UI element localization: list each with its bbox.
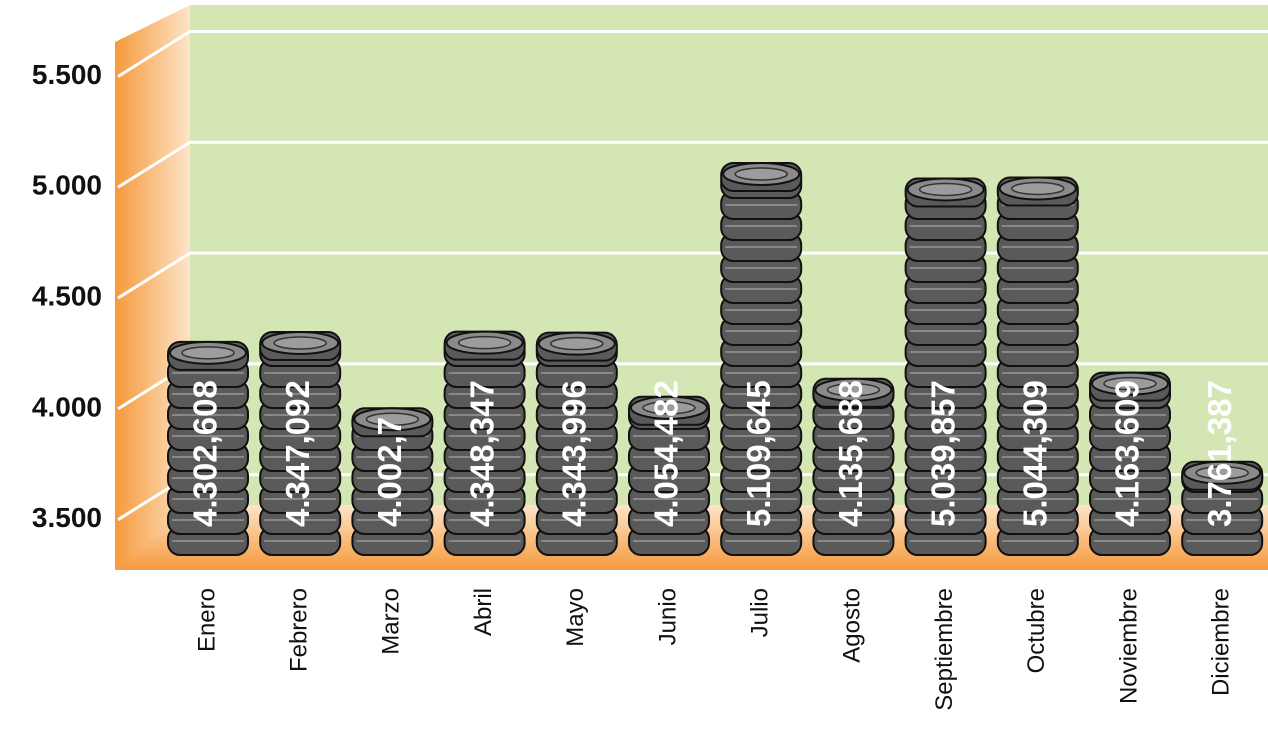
grid-line bbox=[117, 140, 1268, 189]
value-label: 5.039,857 bbox=[924, 380, 961, 527]
value-label: 4.302,608 bbox=[187, 380, 224, 527]
x-tick-label: Octubre bbox=[1023, 588, 1050, 673]
tire-hole bbox=[1103, 376, 1157, 391]
y-tick-label: 3.500 bbox=[32, 502, 102, 533]
bar bbox=[351, 407, 434, 556]
grid-line bbox=[117, 29, 1268, 78]
x-tick-label: Marzo bbox=[378, 588, 405, 655]
x-tick-label: Junio bbox=[654, 588, 681, 645]
bar bbox=[535, 331, 618, 556]
bar bbox=[1181, 460, 1264, 556]
tire-hole bbox=[1195, 466, 1249, 480]
bar bbox=[996, 176, 1079, 556]
value-label: 5.109,645 bbox=[740, 380, 777, 527]
x-tick-label: Febrero bbox=[286, 588, 313, 672]
value-label: 3.761,387 bbox=[1201, 380, 1238, 527]
y-tick-label: 5.000 bbox=[32, 170, 102, 201]
tire-hole bbox=[273, 336, 327, 350]
bar bbox=[904, 177, 987, 556]
tire-hole bbox=[550, 336, 604, 351]
tire-hole bbox=[642, 401, 696, 415]
x-tick-label: Mayo bbox=[562, 588, 589, 647]
tire-hole bbox=[918, 182, 973, 197]
value-label: 4.348,347 bbox=[463, 380, 500, 527]
y-tick-label: 4.500 bbox=[32, 280, 102, 311]
value-label: 4.343,996 bbox=[556, 380, 593, 527]
y-tick-label: 4.000 bbox=[32, 391, 102, 422]
x-tick-label: Abril bbox=[470, 588, 497, 636]
y-tick-label: 5.500 bbox=[32, 59, 102, 90]
tire-hole bbox=[181, 346, 235, 360]
tire-hole bbox=[1011, 181, 1065, 196]
value-label: 4.002,7 bbox=[371, 417, 408, 527]
value-label: 4.135,688 bbox=[832, 380, 869, 527]
bar bbox=[259, 330, 342, 556]
tire-hole bbox=[365, 412, 420, 427]
x-tick-label: Julio bbox=[747, 588, 774, 637]
bar bbox=[628, 395, 710, 556]
value-label: 4.054,482 bbox=[648, 380, 685, 527]
x-tick-label: Septiembre bbox=[931, 588, 958, 711]
bar bbox=[1089, 371, 1171, 556]
x-tick-label: Agosto bbox=[839, 588, 866, 663]
x-tick-label: Noviembre bbox=[1115, 588, 1142, 704]
value-label: 4.347,092 bbox=[279, 380, 316, 527]
tire-hole bbox=[734, 167, 788, 181]
bar bbox=[720, 161, 803, 556]
bar bbox=[812, 377, 895, 556]
bar bbox=[443, 330, 526, 556]
x-tick-label: Enero bbox=[193, 588, 220, 652]
x-tick-label: Diciembre bbox=[1208, 588, 1235, 696]
tire-hole bbox=[826, 383, 881, 397]
value-label: 4.163,609 bbox=[1109, 380, 1146, 527]
tire-hole bbox=[457, 335, 512, 350]
bar bbox=[167, 340, 249, 556]
bars bbox=[167, 161, 1264, 556]
value-label: 5.044,309 bbox=[1017, 380, 1054, 527]
